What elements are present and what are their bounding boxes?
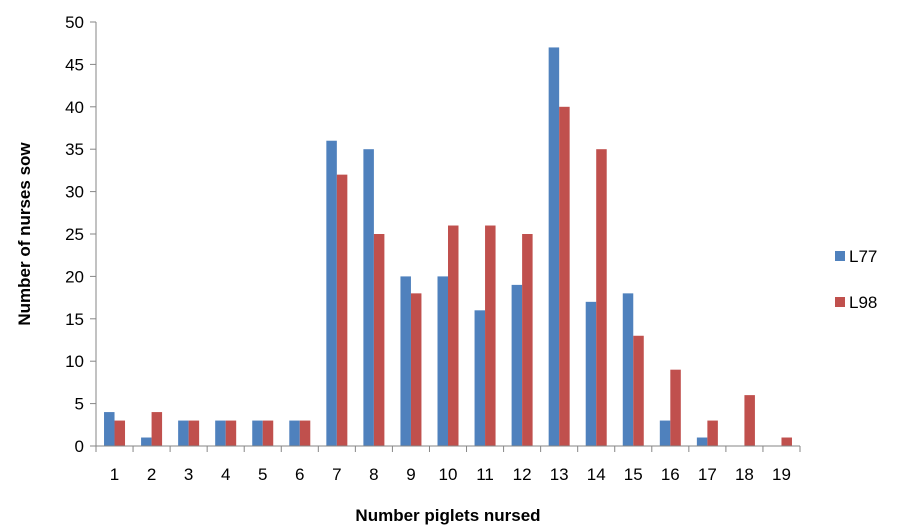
x-tick-label: 12 — [513, 465, 532, 484]
bar-l98-8 — [373, 234, 385, 446]
bar-l98-1 — [114, 420, 126, 446]
bar-l98-18 — [744, 395, 755, 446]
x-tick-label: 5 — [258, 465, 267, 484]
y-tick-label: 5 — [75, 395, 84, 414]
legend-swatch-l98 — [835, 297, 845, 307]
bar-l98-12 — [522, 234, 533, 446]
bar-l98-2 — [151, 412, 163, 446]
x-tick-label: 18 — [735, 465, 754, 484]
x-tick-label: 7 — [332, 465, 341, 484]
x-tick-label: 3 — [184, 465, 193, 484]
x-tick-label: 15 — [624, 465, 643, 484]
y-tick-label: 45 — [65, 55, 84, 74]
bar-l77-15 — [622, 293, 634, 446]
legend-label-l77: L77 — [849, 247, 877, 266]
bar-l98-7 — [336, 174, 348, 446]
bar-l77-2 — [141, 437, 152, 446]
y-tick-label: 10 — [65, 352, 84, 371]
bar-l77-8 — [363, 149, 374, 446]
y-tick-label: 35 — [65, 140, 84, 159]
bar-l77-6 — [289, 420, 300, 446]
x-tick-label: 1 — [110, 465, 119, 484]
bar-l98-17 — [707, 420, 718, 446]
bar-l77-11 — [474, 310, 486, 446]
bar-l98-6 — [299, 420, 311, 446]
bar-l77-7 — [326, 140, 337, 446]
bar-l98-15 — [633, 335, 644, 446]
bar-l77-12 — [511, 284, 523, 446]
bar-l98-4 — [225, 420, 237, 446]
bar-l98-3 — [188, 420, 200, 446]
bar-l98-13 — [559, 106, 570, 447]
bar-l77-5 — [252, 420, 263, 446]
bar-l77-16 — [659, 420, 671, 446]
bar-l98-16 — [670, 369, 681, 446]
y-ticks: 0 5 10 15 20 25 30 35 40 45 50 — [65, 13, 96, 456]
bar-l77-1 — [104, 412, 115, 446]
x-tick-label: 19 — [772, 465, 791, 484]
x-tick-label: 14 — [587, 465, 606, 484]
x-tick-label: 17 — [698, 465, 717, 484]
x-tick-label: 16 — [661, 465, 680, 484]
y-tick-label: 30 — [65, 183, 84, 202]
x-tick-label: 8 — [369, 465, 378, 484]
y-tick-label: 50 — [65, 13, 84, 32]
y-tick-label: 40 — [65, 98, 84, 117]
legend-label-l98: L98 — [849, 293, 877, 312]
bar-l98-9 — [410, 293, 422, 446]
x-axis-title: Number piglets nursed — [355, 506, 540, 525]
bar-l77-3 — [178, 420, 189, 446]
bar-l77-10 — [437, 276, 448, 446]
legend-swatch-l77 — [835, 251, 845, 261]
y-tick-label: 25 — [65, 225, 84, 244]
x-tick-label: 13 — [550, 465, 569, 484]
bar-l98-19 — [781, 437, 792, 446]
bar-l98-10 — [448, 225, 459, 446]
x-tick-label: 4 — [221, 465, 230, 484]
x-tick-label: 2 — [147, 465, 156, 484]
bar-l77-9 — [400, 276, 411, 446]
x-tick-label: 11 — [476, 465, 494, 484]
y-axis-title: Number of nurses sow — [15, 142, 34, 326]
y-tick-label: 0 — [75, 437, 84, 456]
bar-l77-14 — [585, 301, 597, 446]
bar-l98-11 — [485, 225, 496, 446]
bar-l98-5 — [262, 420, 274, 446]
x-tick-label: 6 — [295, 465, 304, 484]
bar-l98-14 — [596, 149, 607, 446]
x-tick-label: 10 — [439, 465, 458, 484]
bar-l77-17 — [696, 437, 708, 446]
bar-l77-13 — [548, 47, 560, 446]
x-tick-label: 9 — [406, 465, 415, 484]
y-tick-label: 20 — [65, 267, 84, 286]
legend: L77 L98 — [835, 247, 877, 312]
y-tick-label: 15 — [65, 310, 84, 329]
bars-layer — [104, 47, 792, 447]
x-ticks: 1 2 3 4 5 6 7 8 9 10 11 12 13 14 15 16 17 18 19 — [95, 446, 801, 484]
bar-l77-4 — [215, 420, 226, 446]
